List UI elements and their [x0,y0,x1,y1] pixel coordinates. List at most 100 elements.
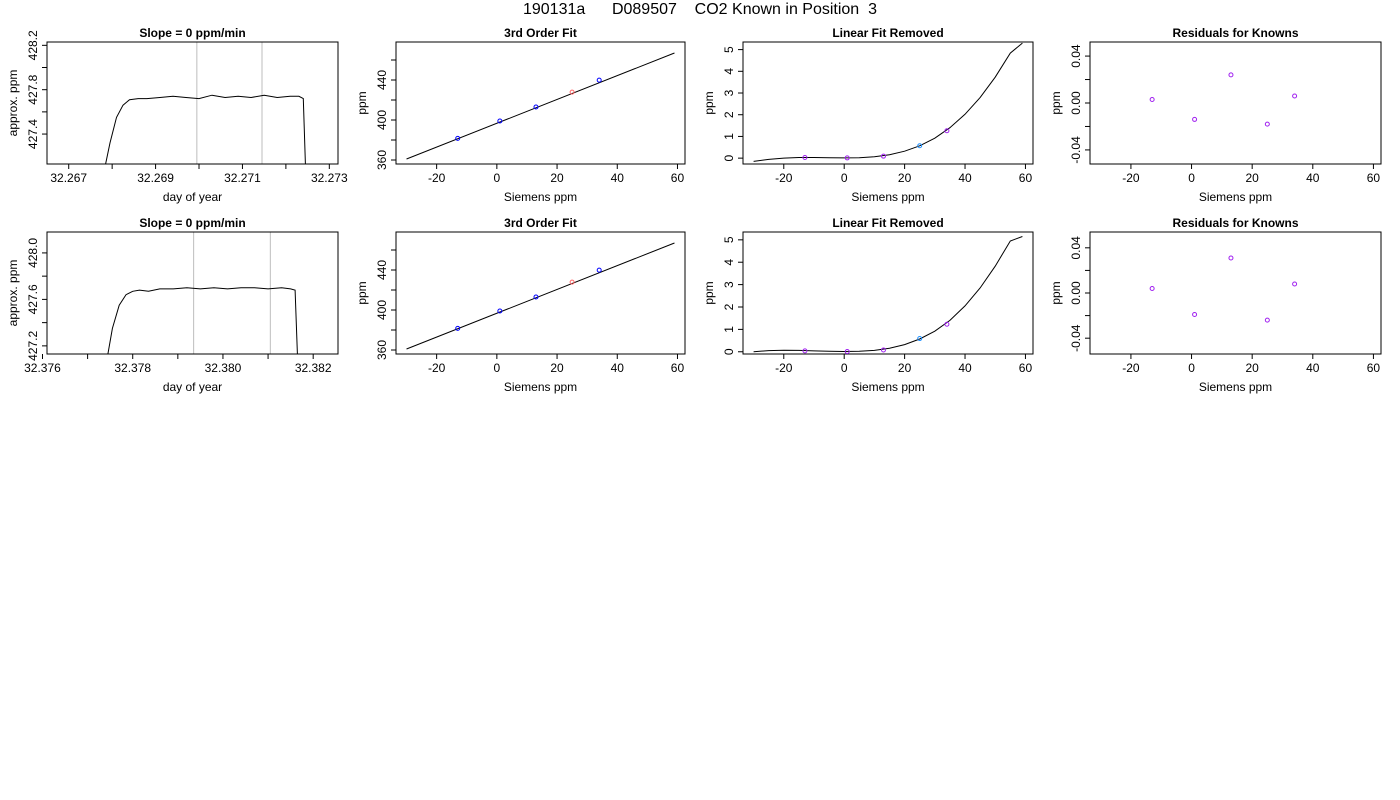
x-tick-label: -20 [775,171,793,185]
panel-4: Residuals for Knowns -20 0 20 40 60 Siemens pp… [1049,26,1382,204]
y-tick-label: -0.04 [1069,136,1083,164]
known-point [533,104,539,110]
fit-line [406,52,675,160]
plot-frame [742,41,1034,165]
y-tick-label: 0.04 [1069,44,1083,68]
y-tick-label: 1 [722,133,736,140]
y-tick-label: 360 [375,340,389,360]
fit-curve [753,42,1023,162]
plot-frame [46,41,339,165]
known-point [1292,281,1298,287]
y-tick-label: 5 [722,46,736,53]
known-point [497,118,503,124]
x-tick-label: 20 [1245,361,1259,375]
x-tick-label: 60 [671,361,685,375]
panel-title: Linear Fit Removed [832,26,943,40]
y-tick-label: 2 [722,303,736,310]
plot-data [1149,255,1298,323]
y-tick-label: -0.04 [1069,324,1083,352]
x-tick-label: -20 [428,171,446,185]
plot-frame [1089,41,1382,165]
fit-curve [753,236,1023,353]
x-tick-label: 20 [550,361,564,375]
known-point [1149,96,1155,102]
known-point [596,267,602,273]
plot-data [105,94,306,164]
known-point [596,77,602,83]
x-tick-label: 60 [1367,171,1381,185]
y-tick-label: 3 [722,89,736,96]
y-tick-label: 427.2 [26,331,40,361]
y-tick-label: 427.6 [26,284,40,314]
y-tick-label: 4 [722,68,736,75]
unknown-point [569,279,575,285]
x-tick-label: 0 [1188,361,1195,375]
fit-line [406,242,675,350]
y-axis-label: ppm [702,281,716,304]
panel-title: Slope = 0 ppm/min [139,216,245,230]
known-point [1228,255,1234,261]
x-axis-label: Siemens ppm [504,190,577,204]
x-tick-label: 0 [494,171,501,185]
known-point [455,135,461,141]
x-tick-label: 40 [958,171,972,185]
unknown-point [917,143,923,149]
x-tick-label: 0 [841,171,848,185]
x-tick-label: 32.273 [311,171,348,185]
plot-data [107,287,298,354]
y-tick-label: 0 [722,154,736,161]
y-axis-label: approx. ppm [6,70,20,137]
x-axis-label: day of year [163,380,222,394]
y-axis-label: ppm [1049,281,1063,304]
panel-5: Slope = 0 ppm/min 32.376 32.378 32.380 32.38… [6,216,339,394]
x-tick-label: -20 [1122,361,1140,375]
plot-frame [395,231,686,355]
x-tick-label: 40 [611,361,625,375]
known-point [802,154,808,160]
known-point [1228,72,1234,78]
x-tick-label: 40 [1306,171,1320,185]
known-point [1264,317,1270,323]
x-tick-label: 40 [1306,361,1320,375]
x-tick-label: 0 [841,361,848,375]
x-tick-label: 40 [958,361,972,375]
x-tick-label: 32.269 [137,171,174,185]
y-tick-label: 440 [375,70,389,90]
panel-title: Residuals for Knowns [1172,26,1298,40]
x-tick-label: 20 [898,361,912,375]
x-tick-label: -20 [1122,171,1140,185]
x-tick-label: 20 [1245,171,1259,185]
panel-6: 3rd Order Fit -20 0 20 40 60 Siemens ppm 360 400… [355,216,686,394]
known-point [802,348,808,354]
plot-data [753,42,1023,162]
panel-title: 3rd Order Fit [504,26,577,40]
x-tick-label: 60 [671,171,685,185]
y-axis-label: ppm [1049,91,1063,114]
x-axis-label: Siemens ppm [1199,190,1272,204]
panel-8: Residuals for Knowns -20 0 20 40 60 Siemens pp… [1049,216,1382,394]
y-tick-label: 427.8 [26,74,40,104]
concentration-trace [107,287,298,354]
known-point [844,155,850,161]
known-point [533,294,539,300]
plot-frame [742,231,1034,355]
x-tick-label: 32.376 [24,361,61,375]
x-tick-label: 20 [550,171,564,185]
plot-data [1149,72,1298,127]
known-point [1292,93,1298,99]
y-tick-label: 3 [722,281,736,288]
x-tick-label: 32.382 [295,361,332,375]
y-tick-label: 0.00 [1069,281,1083,305]
x-tick-label: 60 [1019,171,1033,185]
known-point [1264,121,1270,127]
y-axis-label: ppm [355,281,369,304]
y-tick-label: 428.0 [26,238,40,268]
panel-title: 3rd Order Fit [504,216,577,230]
y-tick-label: 428.2 [26,30,40,60]
y-tick-label: 400 [375,300,389,320]
known-point [880,153,886,159]
x-tick-label: -20 [775,361,793,375]
x-axis-label: Siemens ppm [851,380,924,394]
panel-title: Linear Fit Removed [832,216,943,230]
